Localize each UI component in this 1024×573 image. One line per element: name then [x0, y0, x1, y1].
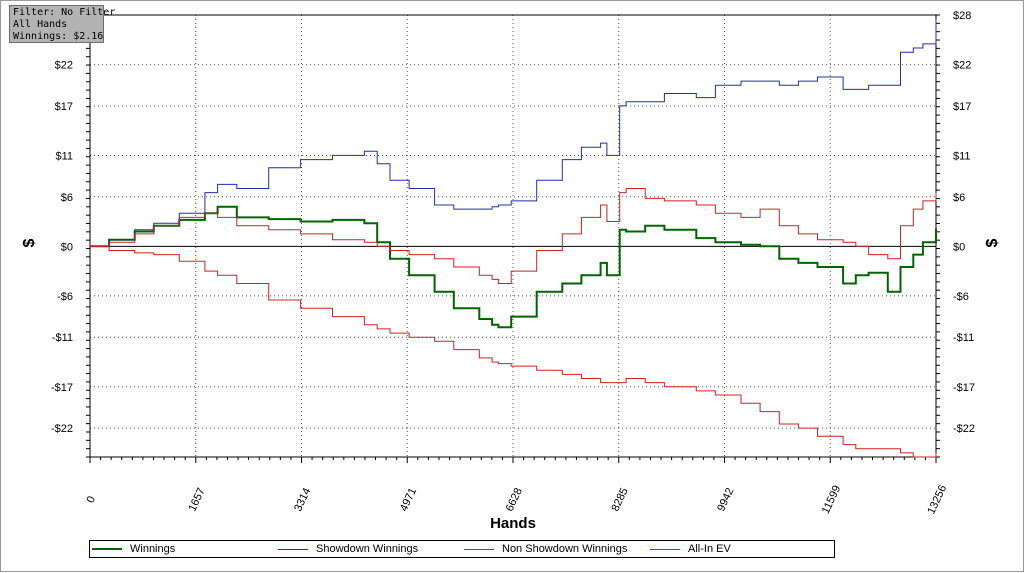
legend-label-showdown: Showdown Winnings — [316, 543, 419, 555]
y-axis-title-right: $ — [984, 238, 1001, 247]
series-line-showdown-winnings — [90, 19, 937, 247]
y-axis-title-left: $ — [21, 238, 38, 247]
x-tick-label: 11599 — [820, 484, 843, 516]
x-tick-label: 0 — [85, 494, 98, 505]
y-tick-label-left: $0 — [61, 241, 73, 253]
series-group — [90, 19, 937, 458]
legend: Winnings Showdown Winnings Non Showdown … — [89, 540, 835, 558]
legend-label-winnings: Winnings — [130, 543, 176, 555]
y-tick-label-left: -$22 — [51, 423, 73, 435]
legend-swatch-showdown — [278, 548, 308, 550]
y-tick-label-left: $6 — [61, 192, 73, 204]
y-tick-label-left: -$11 — [52, 332, 73, 344]
y-tick-label-right: -$17 — [953, 382, 975, 394]
legend-item-non-showdown: Non Showdown Winnings — [464, 541, 627, 557]
y-tick-label-left: $22 — [55, 60, 73, 72]
y-tick-label-right: $11 — [953, 150, 971, 162]
y-tick-label-left: $17 — [55, 101, 73, 113]
x-tick-label: 8285 — [609, 486, 630, 513]
y-tick-label-right: $28 — [953, 10, 971, 22]
legend-item-allin-ev: All-In EV — [650, 541, 731, 557]
legend-swatch-allin-ev — [650, 548, 680, 550]
grid — [90, 15, 936, 457]
x-tick-label: 3314 — [292, 486, 313, 513]
legend-swatch-non-showdown — [464, 548, 494, 550]
y-tick-label-right: $6 — [953, 192, 965, 204]
x-tick-label: 6628 — [504, 486, 525, 513]
y-tick-label-left: -$6 — [57, 291, 73, 303]
y-tick-label-right: -$11 — [953, 332, 974, 344]
x-tick-label: 4971 — [398, 486, 419, 513]
x-axis-title: Hands — [490, 515, 536, 532]
winnings-text: Winnings: $2.16 — [13, 31, 104, 42]
hands-text: All Hands — [13, 19, 68, 30]
legend-item-showdown: Showdown Winnings — [278, 541, 418, 557]
legend-label-non-showdown: Non Showdown Winnings — [502, 543, 628, 555]
filter-text: Filter: No Filter — [13, 7, 116, 18]
axes — [86, 14, 940, 463]
x-tick-label: 9942 — [715, 486, 736, 513]
series-line-non-showdown-winnings — [90, 188, 937, 284]
filter-info-box: Filter: No Filter All Hands Winnings: $2… — [9, 5, 116, 43]
series-line-winnings — [90, 205, 937, 329]
series-line-all-in-ev — [90, 245, 937, 458]
legend-label-allin-ev: All-In EV — [688, 543, 731, 555]
legend-item-winnings: Winnings — [92, 541, 175, 557]
legend-swatch-winnings — [92, 548, 122, 550]
y-tick-label-left: -$17 — [51, 382, 73, 394]
y-tick-label-right: $17 — [953, 101, 971, 113]
y-tick-label-right: -$6 — [953, 291, 969, 303]
x-tick-label: 13256 — [925, 483, 949, 516]
x-tick-label: 1657 — [186, 486, 207, 513]
y-tick-label-right: $0 — [953, 241, 965, 253]
y-tick-label-left: $11 — [55, 150, 73, 162]
y-tick-label-right: $22 — [953, 60, 971, 72]
y-tick-label-right: -$22 — [953, 423, 975, 435]
